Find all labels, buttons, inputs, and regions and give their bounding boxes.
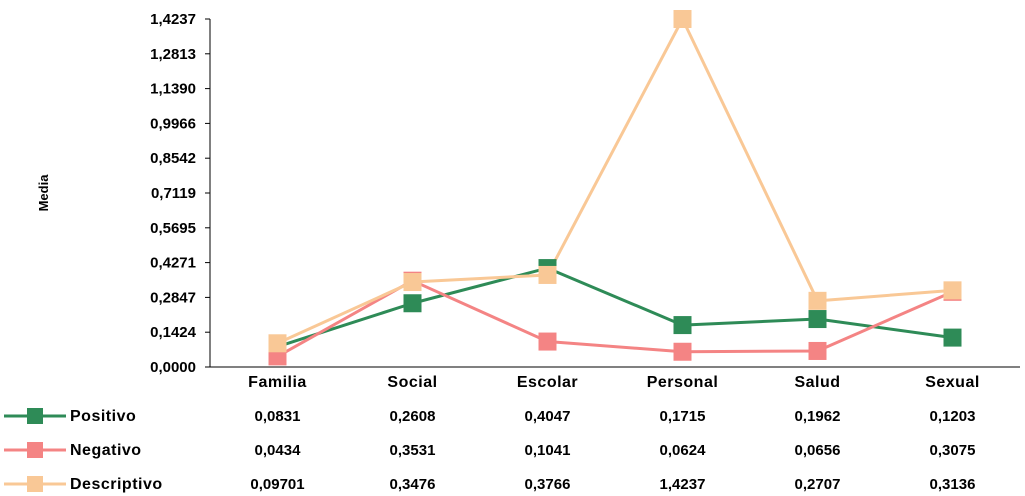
legend-marker-negativo [27, 442, 43, 458]
y-tick-label: 1,2813 [150, 46, 196, 63]
data-point-descriptivo [673, 10, 692, 28]
data-point-negativo [673, 342, 692, 361]
legend-label-positivo: Positivo [70, 408, 136, 425]
y-tick-label: 0,1424 [150, 324, 197, 341]
y-tick-label: 0,9966 [150, 115, 196, 132]
data-table-value: 0,0434 [255, 442, 302, 459]
data-point-descriptivo [268, 334, 287, 353]
series-line-descriptivo [276, 17, 953, 345]
series-line-positivo [277, 266, 953, 349]
legend-marker-descriptivo [27, 476, 43, 492]
data-point-descriptivo [403, 273, 422, 292]
data-table-value: 0,0656 [795, 442, 841, 459]
data-point-positivo [808, 310, 827, 329]
x-category-label: Sexual [925, 374, 980, 391]
data-table-value: 0,1715 [660, 408, 706, 425]
legend-label-descriptivo: Descriptivo [70, 476, 163, 493]
y-tick-label: 0,5695 [150, 220, 196, 237]
data-table-value: 0,2707 [795, 476, 841, 493]
data-table-value: 0,0831 [255, 408, 301, 425]
data-point-positivo [673, 316, 692, 335]
data-table-value: 0,0624 [660, 442, 707, 459]
y-axis-label: Media [36, 174, 51, 212]
data-table-value: 0,2608 [390, 408, 436, 425]
x-category-label: Social [387, 374, 437, 391]
y-tick-label: 0,7119 [151, 185, 196, 202]
data-point-positivo [943, 328, 962, 347]
data-table-value: 0,1962 [795, 408, 841, 425]
y-tick-label: 1,1390 [150, 81, 196, 98]
data-table-value: 0,3136 [930, 476, 976, 493]
data-point-descriptivo [943, 281, 962, 300]
data-table-value: 0,3766 [525, 476, 571, 493]
x-category-label: Salud [794, 374, 840, 391]
data-table-value: 0,1041 [525, 442, 571, 459]
y-tick-label: 0,8542 [150, 150, 196, 167]
data-table-value: 0,3075 [930, 442, 976, 459]
x-category-label: Familia [248, 374, 307, 391]
y-tick-label: 0,2847 [150, 289, 196, 306]
legend-marker-positivo [27, 408, 43, 424]
data-table-value: 0,3476 [390, 476, 436, 493]
data-point-negativo [538, 332, 557, 351]
y-tick-label: 0,4271 [150, 255, 196, 272]
data-table-value: 0,09701 [250, 476, 304, 493]
legend-label-negativo: Negativo [70, 442, 142, 459]
data-table-value: 0,3531 [390, 442, 436, 459]
data-point-descriptivo [808, 291, 827, 310]
data-table-value: 0,4047 [525, 408, 571, 425]
y-tick-label: 1,4237 [150, 11, 196, 28]
x-category-label: Escolar [517, 374, 578, 391]
data-point-descriptivo [538, 265, 557, 284]
data-point-negativo [808, 341, 827, 360]
data-table-value: 0,1203 [930, 408, 976, 425]
series-line-negativo [276, 279, 954, 358]
y-tick-label: 0,0000 [150, 359, 196, 376]
data-point-positivo [403, 294, 422, 313]
data-table-value: 1,4237 [660, 476, 706, 493]
x-category-label: Personal [647, 374, 719, 391]
